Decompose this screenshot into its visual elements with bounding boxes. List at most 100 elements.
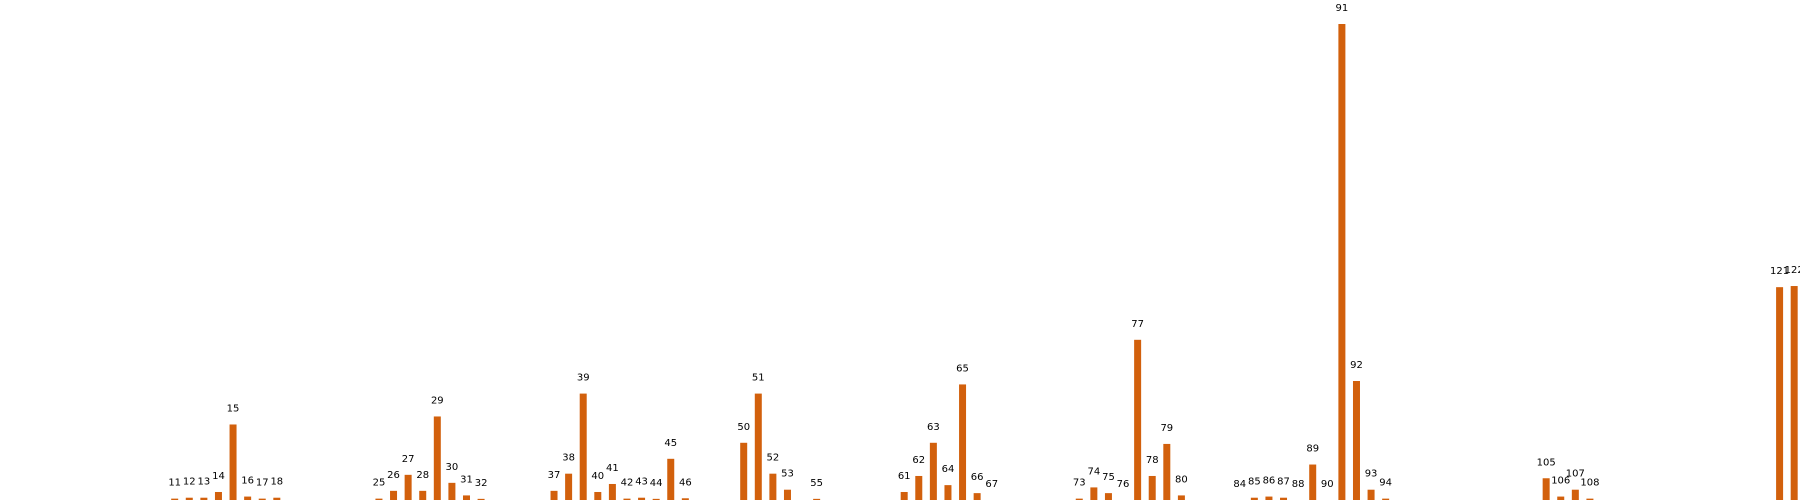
bar-label-40: 40 [591,471,604,482]
bar-label-106: 106 [1551,476,1570,487]
bar-14 [214,491,222,500]
bar-65 [959,384,967,500]
bar-label-77: 77 [1131,319,1144,330]
bar-label-75: 75 [1102,472,1115,483]
bar-105 [1542,478,1550,500]
bar-40 [594,491,602,500]
bar-label-94: 94 [1379,478,1392,489]
bar-17 [258,498,266,500]
bar-108 [1586,498,1594,500]
bar-62 [915,475,923,500]
bar-79 [1163,443,1171,500]
bar-label-91: 91 [1336,3,1349,14]
bar-63 [929,442,937,500]
bar-15 [229,424,237,500]
bar-89 [1309,464,1317,500]
bar-label-29: 29 [431,395,444,406]
bar-94 [1382,498,1390,500]
bar-31 [462,495,470,500]
bar-label-84: 84 [1233,479,1246,490]
bar-label-44: 44 [650,478,663,489]
bar-77 [1134,339,1142,500]
bar-30 [448,482,456,500]
bar-label-42: 42 [621,478,634,489]
bar-label-43: 43 [635,477,648,488]
bar-label-46: 46 [679,477,692,488]
bar-label-13: 13 [198,477,211,488]
bar-label-31: 31 [460,474,473,485]
bar-label-27: 27 [402,454,415,465]
bar-label-78: 78 [1146,455,1159,466]
bar-label-65: 65 [956,363,969,374]
bar-43 [638,497,646,500]
bar-27 [404,474,412,500]
bar-label-45: 45 [664,438,677,449]
bar-label-41: 41 [606,463,619,474]
bar-label-14: 14 [212,471,225,482]
bar-55 [813,498,821,500]
bar-label-108: 108 [1580,478,1599,489]
bar-label-86: 86 [1263,476,1276,487]
bar-93 [1367,489,1375,500]
bar-11 [171,498,179,500]
bar-label-53: 53 [781,469,794,480]
bar-32 [477,498,485,500]
bar-80 [1177,495,1185,500]
bar-91 [1338,24,1346,500]
bar-label-63: 63 [927,422,940,433]
bar-52 [769,473,777,500]
bar-label-37: 37 [548,470,561,481]
bar-label-55: 55 [810,478,823,489]
bar-label-32: 32 [475,478,488,489]
bar-label-52: 52 [767,453,780,464]
bar-28 [419,490,427,500]
bar-29 [433,416,441,500]
bar-label-26: 26 [387,470,400,481]
bar-label-51: 51 [752,373,765,384]
bar-label-93: 93 [1365,469,1378,480]
bar-label-80: 80 [1175,474,1188,485]
bar-label-38: 38 [562,453,575,464]
bar-label-107: 107 [1566,469,1585,480]
bar-label-90: 90 [1321,479,1334,490]
bar-label-15: 15 [227,403,240,414]
bar-label-30: 30 [446,462,459,473]
bar-74 [1090,487,1098,500]
bar-46 [681,498,689,500]
bar-label-92: 92 [1350,360,1363,371]
bar-38 [565,473,573,500]
bar-16 [244,496,252,500]
bar-41 [608,483,616,500]
bar-53 [783,489,791,500]
bar-label-79: 79 [1160,423,1173,434]
bar-85 [1250,497,1258,500]
bar-label-28: 28 [416,470,429,481]
bar-label-12: 12 [183,477,196,488]
bar-label-88: 88 [1292,479,1305,490]
bar-label-87: 87 [1277,477,1290,488]
bar-label-18: 18 [270,477,283,488]
bar-label-85: 85 [1248,477,1261,488]
bar-18 [273,497,281,500]
bar-label-25: 25 [373,478,386,489]
bar-92 [1352,381,1360,500]
bar-106 [1557,496,1565,500]
bar-107 [1571,489,1579,500]
bar-37 [550,490,558,500]
bar-label-122: 122 [1785,265,1800,276]
bar-78 [1148,475,1156,500]
bar-label-74: 74 [1087,466,1100,477]
bar-label-16: 16 [241,476,254,487]
bar-label-62: 62 [912,455,925,466]
bar-label-89: 89 [1306,444,1319,455]
bar-label-121: 121 [1770,266,1789,277]
bar-121 [1776,287,1784,500]
bar-66 [973,493,981,500]
bar-label-76: 76 [1117,479,1130,490]
bar-13 [200,497,208,500]
bar-label-64: 64 [942,464,955,475]
bar-label-17: 17 [256,478,269,489]
bar-label-50: 50 [737,422,750,433]
bar-26 [390,490,398,500]
